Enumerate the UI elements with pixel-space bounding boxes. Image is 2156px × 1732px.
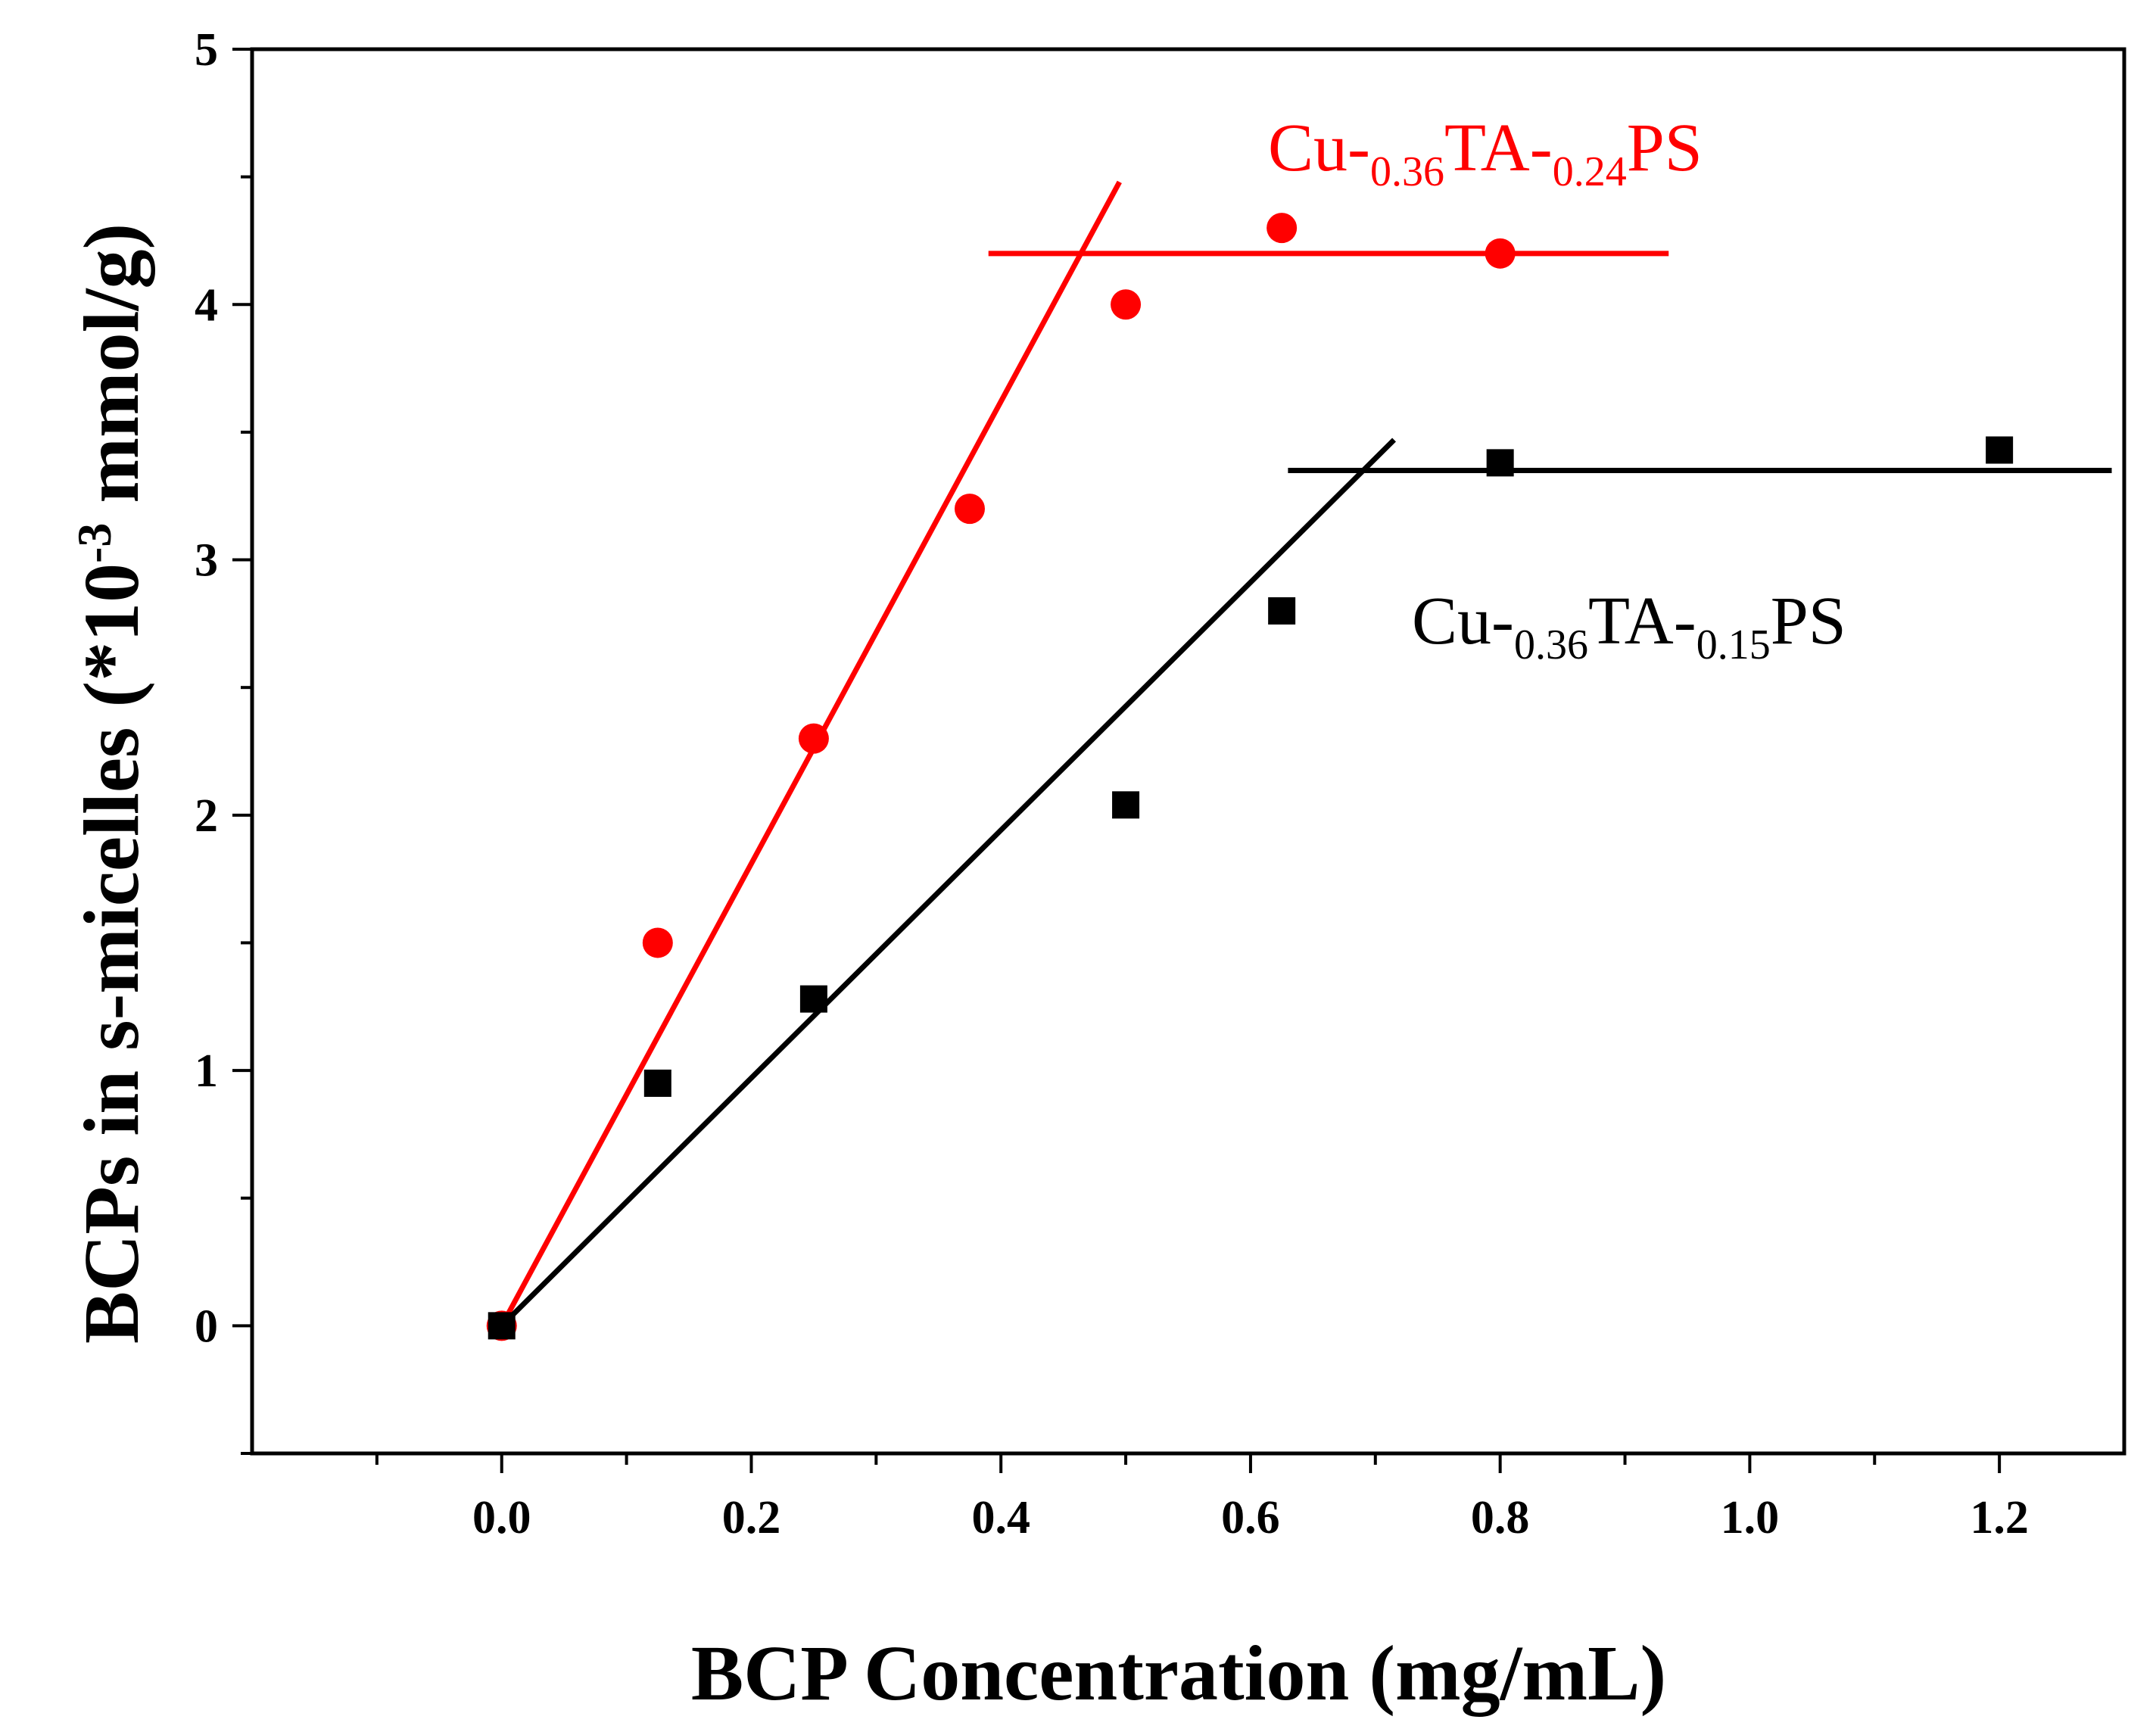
data-point-red — [1111, 289, 1142, 320]
axes-layer: 0.0 0.2 0.4 0.6 0.8 1.0 1.2 0 1 2 3 4 5 — [195, 24, 2126, 1544]
y-tick-label: 1 — [195, 1045, 218, 1097]
y-axis-title-prefix: BCPs in s-micelles (*10 — [68, 563, 155, 1344]
y-tick-label: 2 — [195, 790, 218, 842]
data-point-red — [798, 723, 829, 754]
x-tick-label: 0.6 — [1221, 1492, 1280, 1544]
series-label-black-sub1: 0.36 — [1514, 621, 1588, 668]
fit-line-black — [500, 438, 1396, 1328]
data-point-red — [1485, 238, 1516, 269]
data-point-black — [1112, 791, 1140, 819]
x-tick-label: 1.0 — [1721, 1492, 1780, 1544]
data-point-black — [1486, 449, 1514, 477]
markers-layer — [486, 213, 2014, 1341]
y-axis-title: BCPs in s-micelles (*10-3 mmol/g) — [67, 223, 155, 1344]
data-point-black — [643, 1069, 671, 1097]
data-point-black — [1268, 597, 1296, 625]
y-tick-label: 4 — [195, 279, 218, 331]
series-label-red-part3: PS — [1627, 111, 1703, 185]
fit-line-red — [499, 180, 1122, 1328]
series-label-black-sub2: 0.15 — [1696, 621, 1771, 668]
y-tick-label: 5 — [195, 24, 218, 76]
data-point-red — [954, 494, 985, 525]
x-tick-label: 0.0 — [472, 1492, 531, 1544]
y-axis-title-suffix: mmol/g) — [68, 223, 155, 523]
y-tick-label: 0 — [195, 1301, 218, 1352]
data-point-black — [1986, 436, 2014, 464]
series-label-red-part2: TA- — [1444, 111, 1553, 185]
y-axis-title-exponent: -3 — [67, 523, 121, 563]
x-tick-label: 0.2 — [722, 1492, 781, 1544]
x-axis-title: BCP Concentration (mg/mL) — [691, 1630, 1666, 1717]
series-label-red-part1: Cu- — [1268, 111, 1370, 185]
series-label-red: Cu-0.36TA-0.24PS — [1268, 111, 1703, 195]
data-point-black — [799, 985, 827, 1013]
data-point-black — [488, 1312, 516, 1340]
series-label-black-part2: TA- — [1588, 584, 1696, 659]
fit-lines-layer — [499, 180, 2112, 1328]
series-label-black-part1: Cu- — [1412, 584, 1514, 659]
data-point-red — [1266, 213, 1298, 244]
series-label-black: Cu-0.36TA-0.15PS — [1412, 584, 1846, 668]
data-point-red — [642, 927, 673, 958]
series-label-red-sub2: 0.24 — [1553, 148, 1627, 195]
series-label-red-sub1: 0.36 — [1370, 148, 1444, 195]
plot-frame — [250, 47, 2126, 1456]
series-label-black-part3: PS — [1771, 584, 1846, 659]
x-tick-label: 0.4 — [971, 1492, 1030, 1544]
x-tick-label: 0.8 — [1471, 1492, 1530, 1544]
y-tick-label: 3 — [195, 535, 218, 587]
x-tick-label: 1.2 — [1970, 1492, 2029, 1544]
